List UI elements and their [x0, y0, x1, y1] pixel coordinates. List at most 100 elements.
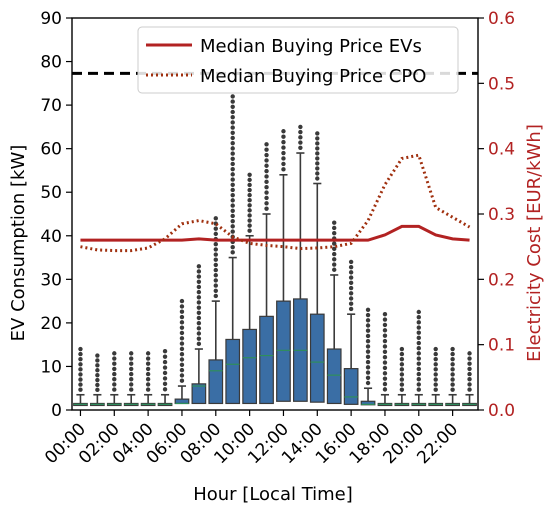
outlier-point — [348, 296, 354, 301]
outlier-point — [332, 262, 337, 267]
outlier-point — [78, 387, 83, 392]
outlier-point — [213, 231, 218, 237]
box — [174, 398, 190, 405]
price-lines — [80, 153, 471, 253]
outlier-point — [348, 270, 354, 275]
outlier-point — [382, 338, 388, 344]
outlier-point — [78, 356, 83, 362]
box — [326, 348, 342, 405]
outlier-point — [213, 267, 218, 273]
outlier-point — [315, 171, 320, 176]
outlier-point — [281, 145, 286, 150]
outlier-point — [145, 361, 151, 366]
outlier-point — [416, 309, 421, 315]
outlier-point — [95, 382, 100, 388]
box — [225, 338, 241, 405]
outlier-point — [179, 336, 185, 341]
outlier-point — [112, 351, 117, 356]
outlier-point — [112, 361, 117, 366]
outlier-point — [450, 351, 455, 357]
outlier-point — [213, 257, 218, 262]
outlier-point — [467, 356, 472, 361]
outlier-point — [416, 340, 421, 346]
outlier-point — [247, 177, 252, 183]
outlier-point — [196, 326, 202, 331]
outlier-point — [78, 377, 83, 382]
outlier-point — [416, 371, 421, 377]
outlier-point — [213, 242, 218, 247]
outlier-point — [365, 338, 371, 344]
outlier-point — [78, 351, 83, 357]
box — [242, 328, 257, 405]
outlier-point — [332, 267, 337, 272]
outlier-point — [230, 94, 235, 99]
y-tick-label-left: 10 — [40, 357, 62, 377]
outlier-point — [179, 330, 185, 336]
outlier-point — [145, 366, 151, 372]
outlier-point — [264, 152, 269, 158]
outlier-point — [450, 346, 455, 352]
outlier-point — [179, 378, 185, 383]
outlier-point — [196, 279, 202, 284]
outlier-point — [264, 190, 269, 195]
outlier-point — [382, 387, 388, 392]
outlier-point — [95, 358, 100, 363]
outlier-point — [365, 375, 371, 380]
outlier-point — [298, 140, 303, 145]
outlier-point — [433, 367, 438, 372]
outlier-point — [196, 289, 202, 295]
outlier-point — [433, 387, 438, 392]
outlier-point — [382, 371, 388, 376]
outlier-point — [247, 208, 252, 213]
outlier-point — [162, 349, 168, 354]
y-tick-label-left: 60 — [40, 140, 62, 160]
outlier-point — [467, 387, 472, 392]
outlier-point — [416, 346, 421, 351]
outlier-point — [382, 344, 388, 349]
outlier-point — [196, 264, 202, 269]
outlier-point — [332, 257, 337, 262]
outlier-point — [416, 361, 421, 366]
outlier-point — [196, 300, 202, 305]
outlier-point — [281, 150, 286, 156]
outlier-point — [213, 283, 218, 288]
outlier-point — [264, 184, 269, 190]
outlier-point — [230, 192, 235, 198]
outlier-point — [298, 129, 303, 135]
outlier-point — [112, 387, 117, 392]
outlier-point — [264, 158, 269, 163]
outlier-point — [382, 360, 388, 365]
outlier-point — [230, 135, 235, 141]
outlier-point — [365, 365, 371, 370]
outlier-point — [162, 376, 168, 381]
outlier-point — [281, 134, 286, 139]
outlier-point — [433, 346, 438, 352]
outlier-point — [416, 366, 421, 372]
outlier-point — [382, 349, 388, 354]
outlier-point — [129, 366, 134, 372]
outlier-point — [230, 213, 235, 219]
outlier-point — [230, 114, 235, 120]
outlier-point — [399, 346, 405, 352]
outlier-point — [467, 371, 472, 377]
outlier-point — [399, 372, 405, 377]
outlier-point — [332, 241, 337, 246]
outlier-point — [95, 368, 100, 373]
y-tick-label-right: 0.5 — [488, 74, 515, 94]
outlier-point — [332, 220, 337, 225]
outlier-point — [450, 372, 455, 377]
y-tick-label-right: 0.0 — [488, 401, 515, 421]
outlier-point — [264, 195, 269, 201]
outlier-point — [247, 218, 252, 223]
outlier-point — [230, 151, 235, 156]
outlier-point — [467, 377, 472, 382]
outlier-point — [365, 312, 371, 318]
outlier-point — [78, 372, 83, 377]
outlier-point — [332, 246, 337, 252]
outlier-point — [196, 274, 202, 279]
outlier-point — [315, 131, 320, 136]
outlier-point — [230, 208, 235, 213]
outlier-point — [416, 320, 421, 325]
outlier-point — [112, 382, 117, 387]
outlier-point — [230, 203, 235, 208]
